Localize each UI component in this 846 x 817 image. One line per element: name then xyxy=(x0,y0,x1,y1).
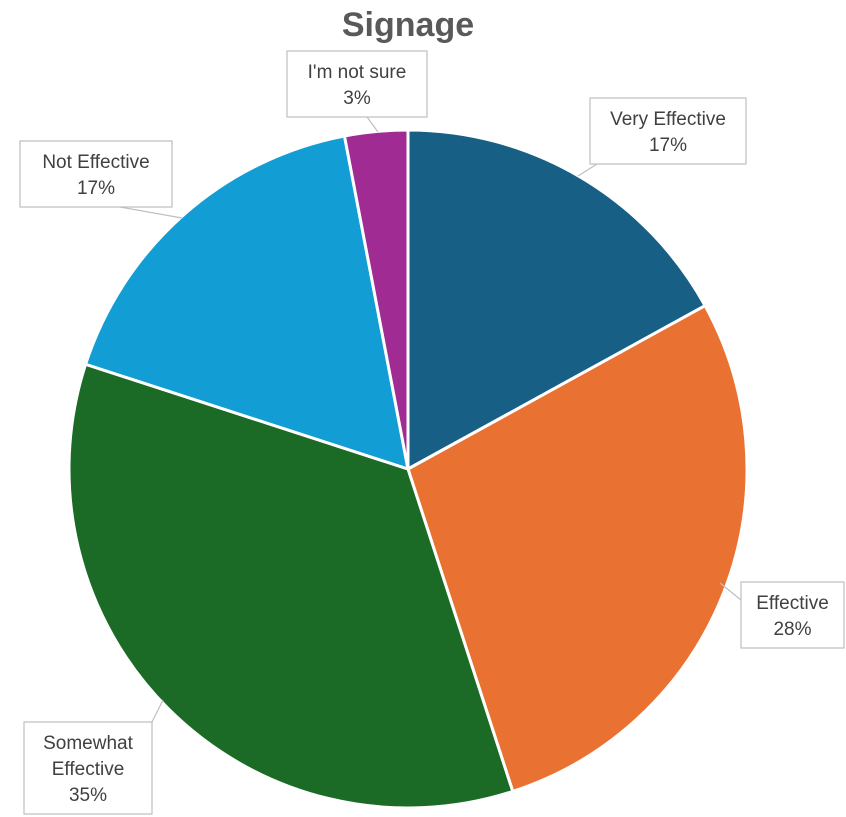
value-label: 17% xyxy=(77,178,115,199)
pie-slice-effective xyxy=(406,303,749,794)
leader-line xyxy=(719,582,742,601)
label-box xyxy=(19,140,173,208)
leader-line xyxy=(119,206,183,219)
pie-slice-somewhat-effective xyxy=(67,362,515,810)
pie-slice-not-effective xyxy=(83,134,410,472)
data-label-not-effective: Not Effective 17% xyxy=(19,140,183,219)
data-label-somewhat-effective: Somewhat Effective 35% xyxy=(23,699,164,815)
category-label: Not Effective xyxy=(42,152,149,173)
pie-slices xyxy=(67,128,749,810)
chart-title: Signage xyxy=(342,6,474,44)
leader-line xyxy=(366,116,379,133)
pie-slice-i-m-not-sure xyxy=(342,128,410,470)
category-label: Effective xyxy=(52,759,125,780)
value-label: 17% xyxy=(649,135,687,156)
label-box xyxy=(23,721,153,815)
category-label: Somewhat xyxy=(43,733,133,754)
category-label: Effective xyxy=(756,593,829,614)
value-label: 28% xyxy=(773,619,811,640)
leader-line xyxy=(151,699,164,723)
value-label: 3% xyxy=(343,88,371,109)
leader-line xyxy=(577,163,598,177)
value-label: 35% xyxy=(69,785,107,806)
label-box xyxy=(589,97,747,165)
data-labels: Very Effective 17% Effective 28% Somewhat Eff… xyxy=(19,50,845,815)
data-label-effective: Effective 28% xyxy=(719,581,845,649)
pie-slice-very-effective xyxy=(406,128,708,472)
category-label: I'm not sure xyxy=(308,62,407,83)
label-box xyxy=(286,50,428,118)
category-label: Very Effective xyxy=(610,109,726,130)
data-label-very-effective: Very Effective 17% xyxy=(577,97,747,177)
label-box xyxy=(740,581,845,649)
data-label-i-m-not-sure: I'm not sure 3% xyxy=(286,50,428,133)
